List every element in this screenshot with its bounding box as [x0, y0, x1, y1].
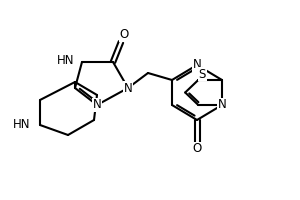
Text: HN: HN: [13, 118, 30, 132]
Text: S: S: [199, 68, 206, 80]
Text: O: O: [119, 28, 129, 42]
Text: N: N: [218, 98, 226, 112]
Text: O: O: [192, 142, 202, 156]
Text: HN: HN: [56, 53, 74, 66]
Text: N: N: [93, 98, 101, 112]
Text: N: N: [124, 82, 132, 95]
Text: N: N: [193, 58, 201, 72]
